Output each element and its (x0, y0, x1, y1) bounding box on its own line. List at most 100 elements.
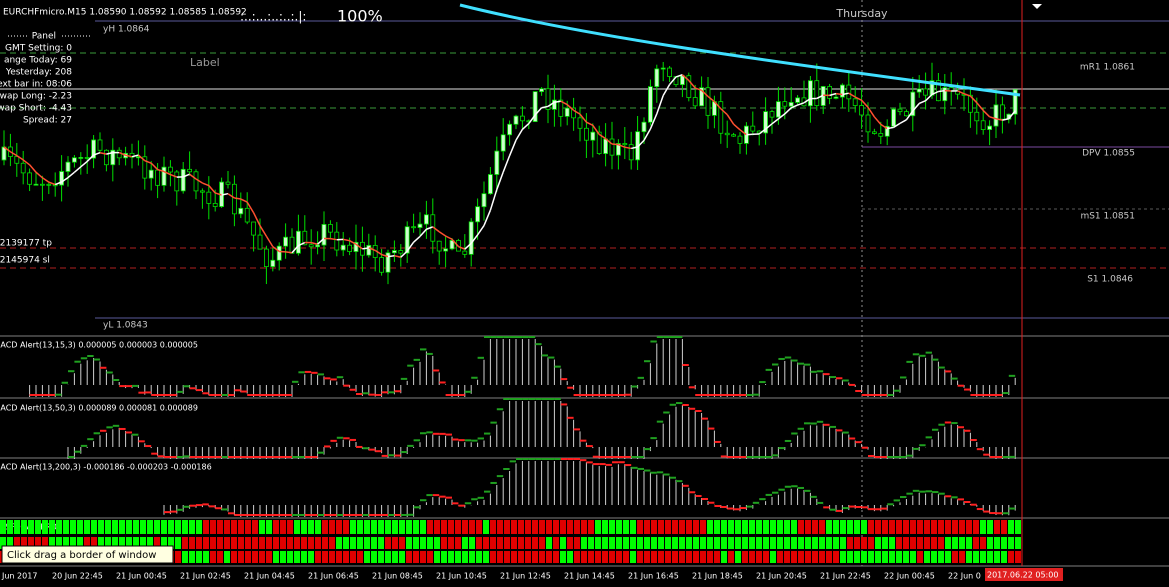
signal-cell (1001, 551, 1007, 563)
moving-average (221, 192, 229, 196)
signal-cell (749, 520, 755, 534)
signal-cell (553, 537, 559, 549)
candle-body (231, 183, 237, 215)
signal-cell (784, 551, 790, 563)
signal-cell (224, 520, 230, 534)
moving-average (464, 242, 472, 250)
candle-body (225, 181, 231, 185)
candle-body (116, 149, 122, 159)
signal-cell (777, 537, 783, 549)
signal-cell (35, 520, 41, 534)
moving-average (298, 241, 306, 247)
signal-cell (210, 551, 216, 563)
moving-average (137, 154, 146, 162)
signal-cell (504, 520, 510, 534)
moving-average (758, 128, 767, 135)
candle-body (20, 162, 26, 174)
signal-cell (175, 537, 181, 549)
signal-cell (602, 551, 608, 563)
signal-cell (210, 520, 216, 534)
moving-average (515, 129, 524, 141)
signal-cell (406, 551, 412, 563)
signal-cell (525, 551, 531, 563)
signal-cell (441, 537, 447, 549)
moving-average (707, 95, 715, 103)
signal-cell (959, 520, 965, 534)
candle-body (327, 224, 333, 233)
candle-body (814, 80, 820, 106)
time-label: 21 Jun 14:45 (564, 572, 615, 581)
signal-cell (434, 520, 440, 534)
moving-average (905, 110, 914, 121)
moving-average (157, 168, 165, 173)
candle-body (257, 234, 263, 250)
moving-average (989, 116, 997, 120)
moving-average (675, 74, 683, 78)
candle-body (148, 169, 154, 179)
signal-cell (70, 537, 76, 549)
signal-cell (924, 537, 930, 549)
signal-cell (833, 520, 839, 534)
signal-cell (651, 537, 657, 549)
moving-average (394, 254, 401, 258)
signal-cell (350, 520, 356, 534)
moving-average (701, 89, 709, 97)
signal-cell (420, 537, 426, 549)
candle-body (705, 87, 711, 116)
level-label: mR1 1.0861 (1080, 63, 1135, 73)
candle-body (980, 120, 986, 130)
signal-cell (266, 551, 272, 563)
signal-cell (259, 551, 265, 563)
signal-cell (147, 520, 153, 534)
signal-cell (658, 520, 664, 534)
moving-average (246, 201, 255, 214)
signal-cell (861, 520, 867, 534)
time-label: Jun 2017 (1, 572, 37, 581)
moving-average (291, 245, 299, 254)
candle-body (411, 226, 417, 229)
moving-average (10, 151, 18, 157)
moving-average (349, 240, 357, 245)
signal-cell (917, 520, 923, 534)
moving-average (969, 95, 978, 104)
signal-cell (644, 551, 650, 563)
candle-body (590, 131, 596, 141)
candle-body (648, 86, 653, 123)
signal-cell (812, 520, 818, 534)
candle-body (404, 226, 410, 254)
price-plot: IACD Alert(13,15,3) 0.000005 0.000003 0.… (0, 3, 1021, 563)
candle-body (782, 101, 788, 107)
signal-cell (819, 551, 825, 563)
moving-average (765, 123, 773, 130)
candle-body (295, 230, 301, 254)
candle-body (251, 221, 257, 236)
moving-average (669, 76, 677, 85)
signal-cell (616, 551, 622, 563)
moving-average (573, 109, 581, 115)
signal-cell (336, 551, 342, 563)
panel-row: Swap Long: -2.23 (0, 92, 72, 102)
signal-cell (476, 537, 482, 549)
candle-body (852, 98, 858, 106)
moving-average (611, 143, 619, 146)
signal-cell (735, 520, 741, 534)
signal-cell (161, 520, 167, 534)
candle-body (968, 94, 973, 113)
signal-cell (217, 537, 223, 549)
info-panel: GMT Setting: 0 ange Today: 69 Yesterday: 2… (0, 44, 72, 126)
moving-average (451, 238, 459, 248)
signal-cell (182, 537, 188, 549)
candle-body (846, 84, 852, 100)
signal-cell (63, 520, 69, 534)
signal-cell (77, 537, 83, 549)
signal-cell (896, 537, 902, 549)
moving-average (432, 226, 440, 233)
signal-cell (140, 520, 146, 534)
signal-cell (952, 537, 958, 549)
signal-cell (840, 520, 846, 534)
signal-cell (630, 551, 636, 563)
signal-cell (980, 551, 986, 563)
signal-cell (112, 537, 118, 549)
signal-cell (868, 520, 874, 534)
moving-average (713, 101, 722, 110)
